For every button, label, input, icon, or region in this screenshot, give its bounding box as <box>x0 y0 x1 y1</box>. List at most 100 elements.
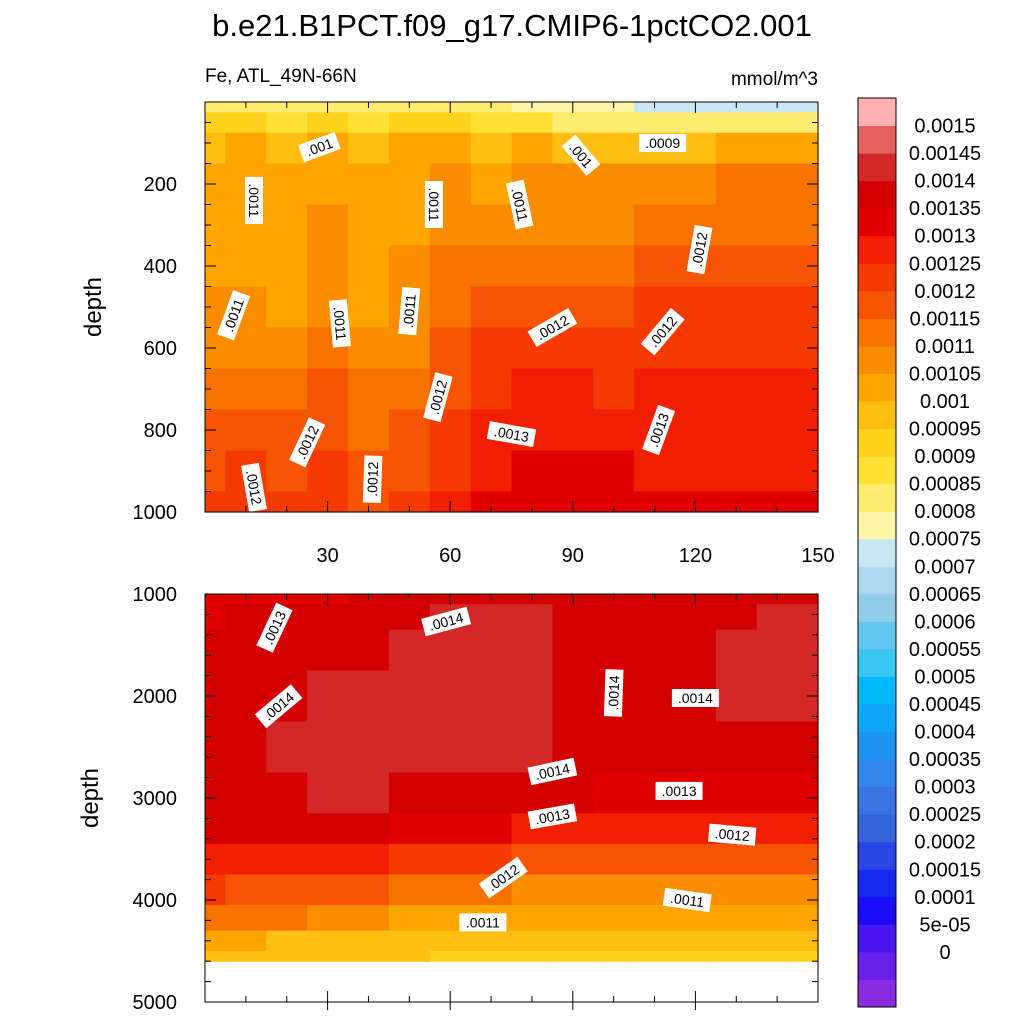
contour-cell <box>225 409 267 452</box>
contour-cell <box>348 874 390 906</box>
contour-cell <box>552 951 594 962</box>
contour-cell <box>307 813 349 845</box>
y-tick-label: 3000 <box>133 788 178 810</box>
contour-cell <box>593 132 635 165</box>
contour-cell <box>634 930 676 952</box>
contour-label-box <box>298 132 341 163</box>
contour-cell <box>715 368 758 411</box>
contour-cell <box>593 368 635 411</box>
contour-label: .0013 <box>655 781 703 800</box>
contour-label-box <box>642 404 676 456</box>
contour-cell <box>205 721 227 774</box>
contour-cell <box>674 163 717 206</box>
contour-label-box <box>424 181 443 228</box>
colorbar-label: 0.00075 <box>909 529 981 551</box>
colorbar-swatch <box>858 731 896 760</box>
contour-label-box <box>217 290 251 341</box>
contour-cell <box>205 204 227 247</box>
units-label: mmol/m^3 <box>731 69 818 90</box>
contour-cell <box>756 491 799 513</box>
x-tick-label: 150 <box>801 545 834 567</box>
contour-cell <box>674 604 717 631</box>
contour-cell <box>307 450 349 493</box>
contour-cell <box>674 450 717 493</box>
contour-cell <box>797 721 819 774</box>
contour-label: .0011 <box>398 286 421 336</box>
contour-label: .0009 <box>639 134 687 152</box>
colorbar-swatch <box>858 263 896 292</box>
contour-cell <box>797 450 819 493</box>
contour-cell <box>470 132 513 165</box>
contour-cell <box>388 450 431 493</box>
contour-cell <box>715 772 758 814</box>
contour-cell <box>715 604 758 631</box>
contour-cell <box>388 245 431 288</box>
contour-cell <box>511 112 553 134</box>
contour-cell <box>511 930 553 952</box>
contour-label-text: .0013 <box>534 805 571 827</box>
contour-label-text: .0012 <box>243 469 265 506</box>
contour-label-box <box>527 757 578 786</box>
colorbar-swatch <box>858 428 896 457</box>
contour-cell <box>205 450 227 493</box>
contour-label-box <box>527 803 578 830</box>
contour-cell <box>634 163 676 206</box>
contour-cell <box>715 930 758 952</box>
contour-cell <box>388 670 431 723</box>
colorbar-label: 0.0001 <box>914 887 975 909</box>
contour-cell <box>348 112 390 134</box>
contour-cell <box>634 843 676 876</box>
colorbar-swatch <box>858 896 896 925</box>
contour-label: .0014 <box>527 757 578 786</box>
contour-cell <box>756 112 799 134</box>
colorbar-swatch <box>858 924 896 953</box>
upper-y-axis-label: depth <box>80 277 107 337</box>
contour-cell <box>429 951 472 962</box>
contour-cell <box>429 629 472 672</box>
colorbar-swatch <box>858 841 896 870</box>
contour-cell <box>634 670 676 723</box>
colorbar-swatch <box>858 566 896 595</box>
colorbar-label: 0.00105 <box>909 364 981 386</box>
contour-label-box <box>603 669 624 717</box>
contour-cell <box>225 874 267 906</box>
contour-cell <box>715 204 758 247</box>
contour-cell <box>307 163 349 206</box>
contour-cell <box>593 286 635 329</box>
contour-cell <box>715 327 758 370</box>
contour-label: .0011 <box>459 913 507 932</box>
contour-cell <box>634 450 676 493</box>
contour-cell <box>307 245 349 288</box>
contour-cell <box>429 874 472 906</box>
contour-cell <box>388 843 431 876</box>
colorbar-label: 0.0015 <box>914 116 975 138</box>
contour-cell <box>593 813 635 845</box>
contour-cell <box>674 930 717 952</box>
colorbar-label: 0.00095 <box>909 419 981 441</box>
colorbar-label: 0.0014 <box>914 171 975 193</box>
contour-cell <box>593 604 635 631</box>
contour-cell <box>470 721 513 774</box>
contour-cell <box>756 670 799 723</box>
contour-label-text: .0014 <box>678 690 713 706</box>
colorbar-label: 0.0006 <box>914 611 975 633</box>
contour-cell <box>388 368 431 411</box>
contour-cell <box>225 245 267 288</box>
y-tick-label: 800 <box>144 420 177 442</box>
contour-cell <box>797 102 819 113</box>
contour-cell <box>348 132 390 165</box>
contour-cell <box>797 905 819 932</box>
contour-cell <box>756 874 799 906</box>
contour-cell <box>205 813 227 845</box>
contour-cell <box>307 204 349 247</box>
contour-cell <box>797 874 819 906</box>
contour-cell <box>225 813 267 845</box>
contour-cell <box>470 450 513 493</box>
contour-label-text: .0013 <box>493 423 530 445</box>
contour-cell <box>593 450 635 493</box>
contour-label-box <box>662 887 712 913</box>
contour-cell <box>225 721 267 774</box>
contour-cell <box>511 874 553 906</box>
contour-cell <box>470 163 513 206</box>
chart-title: b.e21.B1PCT.f09_g17.CMIP6-1pctCO2.001 <box>212 8 812 43</box>
